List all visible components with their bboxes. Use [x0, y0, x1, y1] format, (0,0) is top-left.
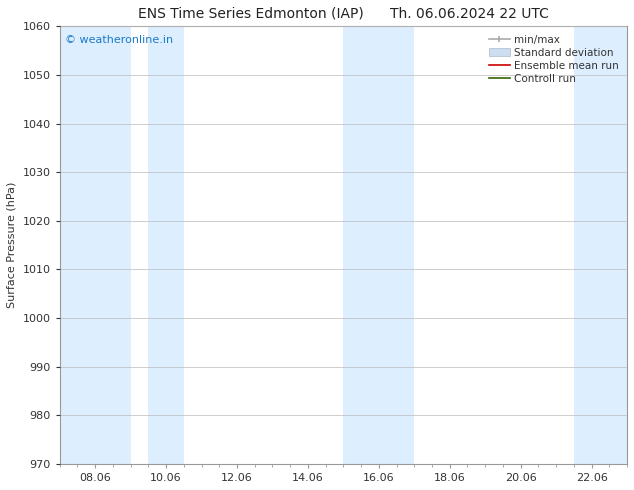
Title: ENS Time Series Edmonton (IAP)      Th. 06.06.2024 22 UTC: ENS Time Series Edmonton (IAP) Th. 06.06… [138, 7, 549, 21]
Legend: min/max, Standard deviation, Ensemble mean run, Controll run: min/max, Standard deviation, Ensemble me… [486, 31, 622, 87]
Bar [148, 26, 184, 464]
Text: © weatheronline.in: © weatheronline.in [65, 35, 174, 45]
Bar [60, 26, 131, 464]
Bar [344, 26, 414, 464]
Bar [574, 26, 627, 464]
Y-axis label: Surface Pressure (hPa): Surface Pressure (hPa) [7, 182, 17, 308]
